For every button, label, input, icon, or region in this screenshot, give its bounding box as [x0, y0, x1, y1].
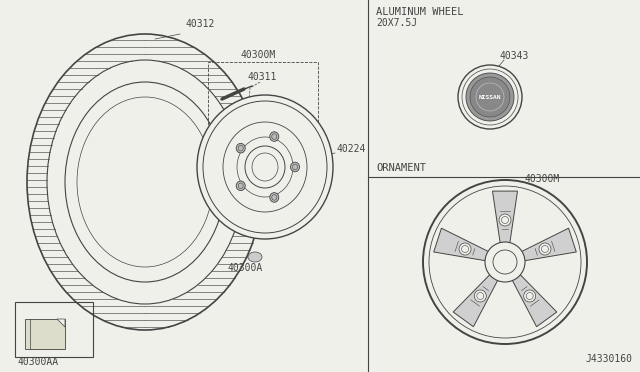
Text: 40300M: 40300M: [241, 50, 276, 60]
Circle shape: [474, 290, 486, 302]
Ellipse shape: [236, 181, 245, 190]
Polygon shape: [515, 228, 576, 262]
Circle shape: [423, 180, 587, 344]
Ellipse shape: [270, 193, 279, 202]
Bar: [25, 319, 65, 349]
Circle shape: [470, 77, 510, 117]
Polygon shape: [509, 269, 557, 327]
Ellipse shape: [248, 252, 262, 262]
Polygon shape: [434, 228, 495, 262]
Polygon shape: [493, 191, 518, 251]
Ellipse shape: [291, 162, 300, 172]
Text: NISSAN: NISSAN: [479, 94, 501, 99]
Text: 40300AA: 40300AA: [17, 357, 58, 367]
Text: 40300A: 40300A: [227, 263, 262, 273]
Polygon shape: [453, 269, 501, 327]
Circle shape: [459, 243, 471, 255]
Text: 40311: 40311: [247, 72, 276, 82]
Circle shape: [539, 243, 551, 255]
Text: 40224: 40224: [337, 144, 366, 154]
Ellipse shape: [236, 143, 245, 153]
Ellipse shape: [237, 137, 293, 197]
Text: ALUMINUM WHEEL: ALUMINUM WHEEL: [376, 7, 463, 17]
Text: 40312: 40312: [186, 19, 214, 29]
Bar: [15, 302, 93, 357]
Text: J4330160: J4330160: [585, 354, 632, 364]
Text: 20X7.5J: 20X7.5J: [376, 18, 417, 28]
Circle shape: [499, 214, 511, 226]
Text: 40300M: 40300M: [525, 174, 560, 184]
Circle shape: [458, 65, 522, 129]
Text: 40343: 40343: [500, 51, 529, 61]
Circle shape: [524, 290, 536, 302]
Bar: [208, 62, 318, 127]
Text: ORNAMENT: ORNAMENT: [376, 163, 426, 173]
Circle shape: [466, 73, 514, 121]
Ellipse shape: [197, 95, 333, 239]
Circle shape: [485, 242, 525, 282]
Polygon shape: [57, 319, 65, 327]
Ellipse shape: [270, 132, 279, 141]
